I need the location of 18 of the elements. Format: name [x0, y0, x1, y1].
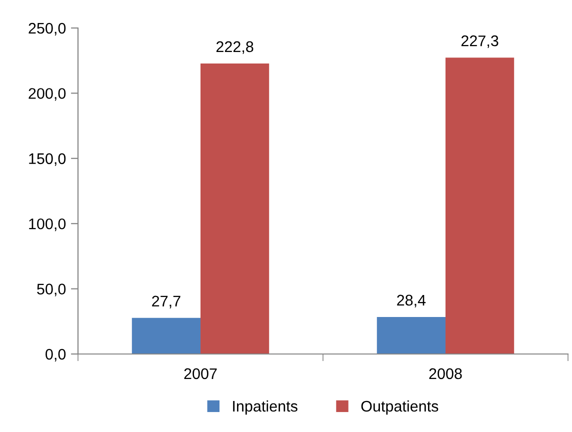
legend-label: Inpatients [233, 400, 298, 415]
x-tick-label: 2008 [429, 368, 462, 380]
x-tick-label: 2007 [184, 368, 217, 380]
y-tick-label: 50,0 [37, 284, 66, 296]
bar [132, 318, 200, 354]
y-tick-label: 100,0 [29, 218, 66, 232]
data-label: 28,4 [397, 294, 426, 308]
legend-label: Outpatients [361, 400, 438, 415]
y-tick-label: 0,0 [46, 348, 66, 362]
y-tick-label: 250,0 [28, 22, 66, 36]
data-label: 27,7 [152, 296, 180, 308]
y-tick-label: 150,0 [29, 153, 66, 166]
bar [200, 63, 270, 354]
data-label: 222,8 [216, 41, 254, 54]
y-tick-label: 200,0 [28, 88, 66, 101]
data-label: 227,3 [461, 35, 498, 48]
bar [446, 58, 514, 354]
bar [376, 316, 446, 354]
